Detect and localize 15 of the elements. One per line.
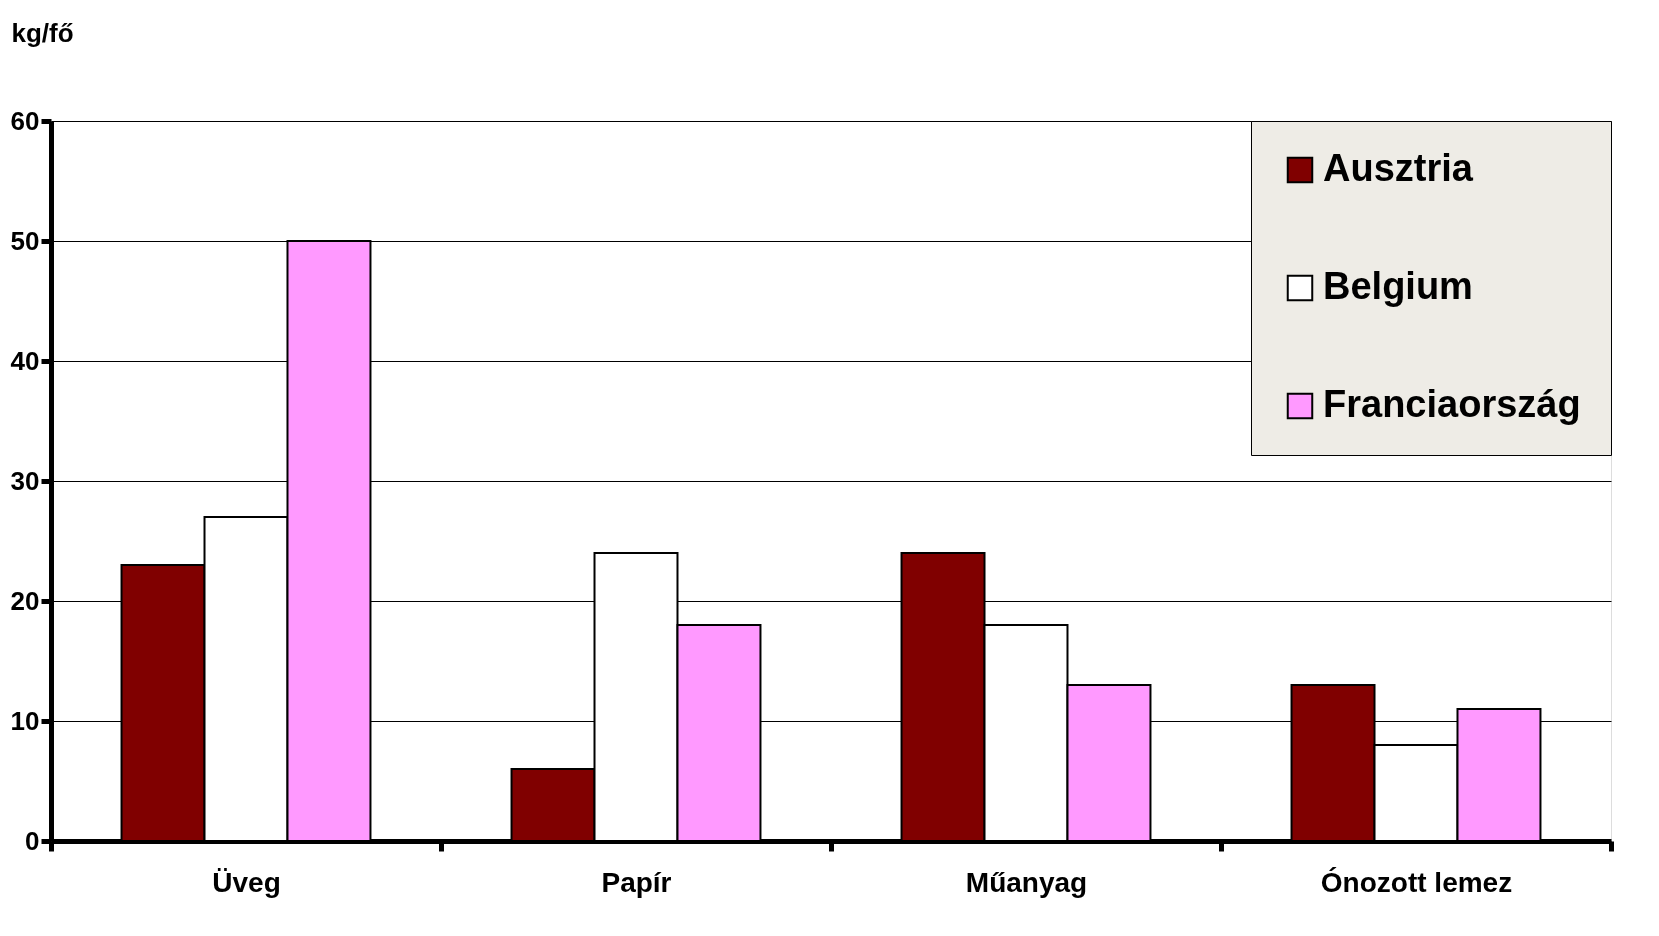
legend-label: Ausztria — [1323, 147, 1474, 189]
x-tick-label: Papír — [601, 866, 672, 898]
x-tick-label: Ónozott lemez — [1320, 866, 1513, 898]
legend-label: Belgium — [1323, 265, 1473, 307]
y-tick-label: 40 — [10, 345, 40, 376]
y-tick-label: 10 — [10, 705, 40, 736]
y-tick-label: 60 — [10, 105, 40, 136]
legend-label: Franciaország — [1323, 383, 1581, 425]
y-tick-label: 50 — [10, 225, 40, 256]
y-tick-label: 30 — [10, 465, 40, 496]
x-tick-label: Üveg — [212, 866, 281, 898]
y-tick-label: 20 — [10, 585, 40, 616]
y-tick-label: 0 — [25, 825, 40, 856]
y-axis-title: kg/fő — [11, 17, 74, 48]
x-tick-label: Műanyag — [965, 866, 1088, 898]
